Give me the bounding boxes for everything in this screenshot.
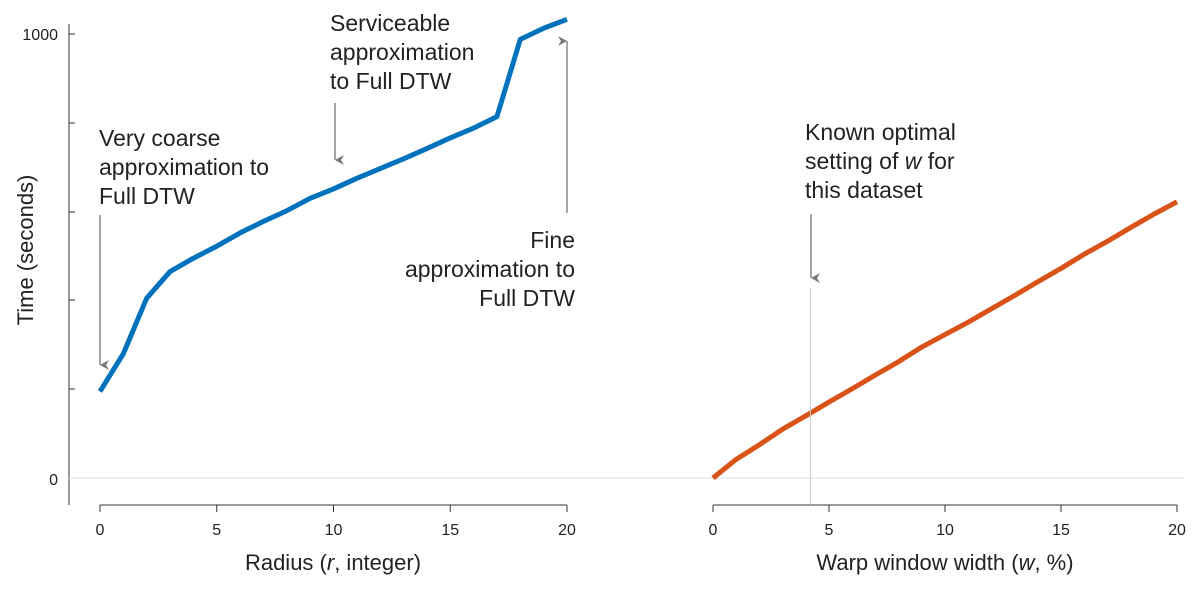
annotation-left-0: Very coarse approximation to Full DTW	[99, 125, 269, 209]
y-axis-label: Time (seconds)	[13, 175, 38, 326]
x-tick-label-left-10: 10	[325, 522, 343, 539]
x-tick-label-right-5: 5	[825, 522, 834, 539]
x-tick-label-right-0: 0	[709, 522, 718, 539]
x-axis-label-left: Radius (r, integer)	[245, 550, 421, 575]
series-right	[711, 199, 1179, 480]
annotation-left-2: Fine approximation to Full DTW	[405, 227, 575, 311]
x-axis-label-right: Warp window width (w, %)	[816, 550, 1073, 575]
x-tick-label-left-0: 0	[96, 522, 105, 539]
x-tick-label-left-20: 20	[558, 522, 576, 539]
y-tick-label-0: 0	[49, 472, 58, 489]
annotation-left-1: Serviceable approximation to Full DTW	[330, 10, 474, 94]
annotations: Very coarse approximation to Full DTW Servi…	[99, 10, 956, 505]
y-tick-label-1000: 1000	[22, 27, 58, 44]
series-line-right	[711, 199, 1179, 480]
x-tick-label-left-15: 15	[441, 522, 459, 539]
annotation-right: Known optimal setting of w for this datase…	[805, 119, 956, 203]
series-line-left	[97, 17, 568, 393]
x-tick-label-right-15: 15	[1052, 522, 1070, 539]
x-tick-label-left-5: 5	[212, 522, 221, 539]
x-ticks-left: 0 5 10 15 20	[96, 505, 576, 539]
x-tick-label-right-10: 10	[936, 522, 954, 539]
x-tick-label-right-20: 20	[1168, 522, 1186, 539]
series-left	[97, 17, 568, 393]
x-ticks-right: 0 5 10 15 20	[709, 505, 1186, 539]
